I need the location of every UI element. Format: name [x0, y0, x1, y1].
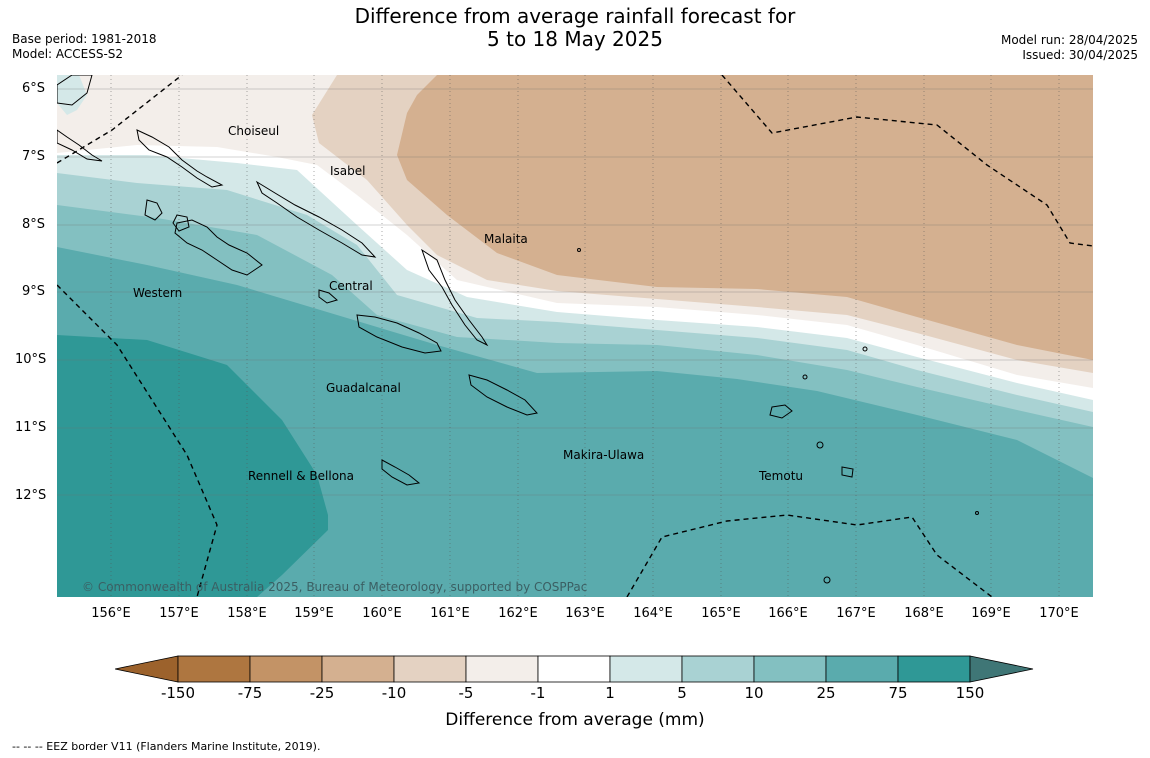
lon-label-163e: 163°E: [565, 606, 605, 621]
reef-islands: [802, 374, 808, 380]
colorbar-segment: [681, 655, 755, 683]
kolombangara-island: [172, 214, 190, 232]
colorbar-segments: [115, 655, 1034, 683]
guadalcanal-island: [356, 314, 442, 354]
place-label-western: Western: [133, 286, 183, 300]
colorbar-label: Difference from average (mm): [445, 710, 705, 730]
colorbar-segment: [177, 655, 251, 683]
place-label-makira-ulawa: Makira-Ulawa: [563, 448, 645, 462]
place-label-temotu: Temotu: [759, 469, 804, 483]
sikaiana-atoll: [577, 248, 581, 252]
lat-label-9s: 9°S: [22, 284, 46, 299]
colorbar-segment: [897, 655, 971, 683]
lon-label-162e: 162°E: [498, 606, 538, 621]
colorbar-tick-label: 5: [677, 684, 687, 702]
choiseul-island: [136, 129, 224, 188]
band-minus25-minus10: [397, 75, 1093, 360]
makira-island: [468, 374, 538, 416]
png-coast: [57, 75, 93, 106]
place-label-guadalcanal: Guadalcanal: [326, 381, 401, 395]
model-text: Model: ACCESS-S2: [12, 47, 124, 61]
rennell-island: [381, 459, 421, 486]
place-label-malaita: Malaita: [484, 232, 528, 246]
lat-label-10s: 10°S: [15, 352, 47, 367]
lon-label-168e: 168°E: [904, 606, 944, 621]
duff-islands: [862, 346, 868, 352]
lon-label-170e: 170°E: [1039, 606, 1079, 621]
place-label-central: Central: [329, 279, 373, 293]
lon-label-169e: 169°E: [971, 606, 1011, 621]
colorbar-tick-label: 10: [744, 684, 764, 702]
bougainville-island: [57, 129, 103, 162]
colorbar-extension-high: [969, 655, 1034, 683]
colorbar-segment: [465, 655, 539, 683]
copyright-text: © Commonwealth of Australia 2025, Bureau…: [82, 580, 588, 594]
new-georgia-island: [174, 219, 263, 276]
colorbar-tick-label: -1: [530, 684, 546, 702]
place-label-choiseul: Choiseul: [228, 124, 280, 138]
place-label-rennell-bellona: Rennell & Bellona: [248, 469, 355, 483]
santa-cruz-island: [769, 404, 793, 419]
utupua-island: [841, 466, 854, 478]
latitude-gridlines: [57, 88, 1093, 496]
lon-label-160e: 160°E: [362, 606, 402, 621]
colorbar-segment: [321, 655, 395, 683]
colorbar-tick-label: -75: [237, 684, 263, 702]
lon-label-166e: 166°E: [768, 606, 808, 621]
coastlines: [57, 75, 979, 584]
colorbar-tick-label: -10: [381, 684, 407, 702]
malaita-island: [421, 248, 489, 347]
colorbar-tick-label: 25: [816, 684, 836, 702]
colorbar-segment: [537, 655, 611, 683]
lat-label-8s: 8°S: [22, 217, 46, 232]
map-title-line1: Difference from average rainfall forecas…: [354, 4, 796, 28]
colorbar-tick-label: 1: [605, 684, 615, 702]
lon-label-159e: 159°E: [294, 606, 334, 621]
colorbar-segment: [609, 655, 683, 683]
eez-footnote: -- -- -- EEZ border V11 (Flanders Marine…: [12, 740, 321, 753]
lat-label-6s: 6°S: [22, 81, 46, 96]
rainfall-map: [57, 75, 1093, 597]
lon-label-157e: 157°E: [159, 606, 199, 621]
lat-label-7s: 7°S: [22, 149, 46, 164]
colorbar-segment: [249, 655, 323, 683]
model-run-text: Model run: 28/04/2025: [1000, 33, 1138, 47]
place-label-isabel: Isabel: [330, 164, 366, 178]
isabel-island: [255, 180, 377, 258]
issued-text: Issued: 30/04/2025: [1022, 48, 1138, 62]
colorbar-tick-label: 75: [888, 684, 908, 702]
colorbar-extension-low: [115, 655, 179, 683]
map-title-line2: 5 to 18 May 2025: [487, 27, 663, 51]
vella-lavella-island: [144, 199, 163, 221]
fataka-island: [975, 511, 979, 515]
lon-label-158e: 158°E: [227, 606, 267, 621]
lon-label-161e: 161°E: [430, 606, 470, 621]
colorbar-tick-label: -25: [309, 684, 335, 702]
anuta-island: [823, 576, 831, 584]
vanikoro-island: [816, 441, 824, 449]
lon-label-156e: 156°E: [91, 606, 131, 621]
russell-islands: [318, 289, 339, 304]
colorbar-segment: [825, 655, 899, 683]
colorbar-tick-label: -150: [160, 684, 196, 702]
base-period-text: Base period: 1981-2018: [12, 32, 157, 46]
lat-label-12s: 12°S: [15, 488, 47, 503]
lon-label-164e: 164°E: [633, 606, 673, 621]
colorbar-tick-label: -5: [458, 684, 474, 702]
longitude-gridlines: [110, 75, 1060, 597]
colorbar-tick-label: 150: [955, 684, 985, 702]
colorbar: [115, 655, 1034, 683]
band-nw-corner: [57, 75, 87, 115]
colorbar-segment: [753, 655, 827, 683]
lon-label-167e: 167°E: [836, 606, 876, 621]
lat-label-11s: 11°S: [15, 420, 47, 435]
colorbar-segment: [393, 655, 467, 683]
lon-label-165e: 165°E: [701, 606, 741, 621]
